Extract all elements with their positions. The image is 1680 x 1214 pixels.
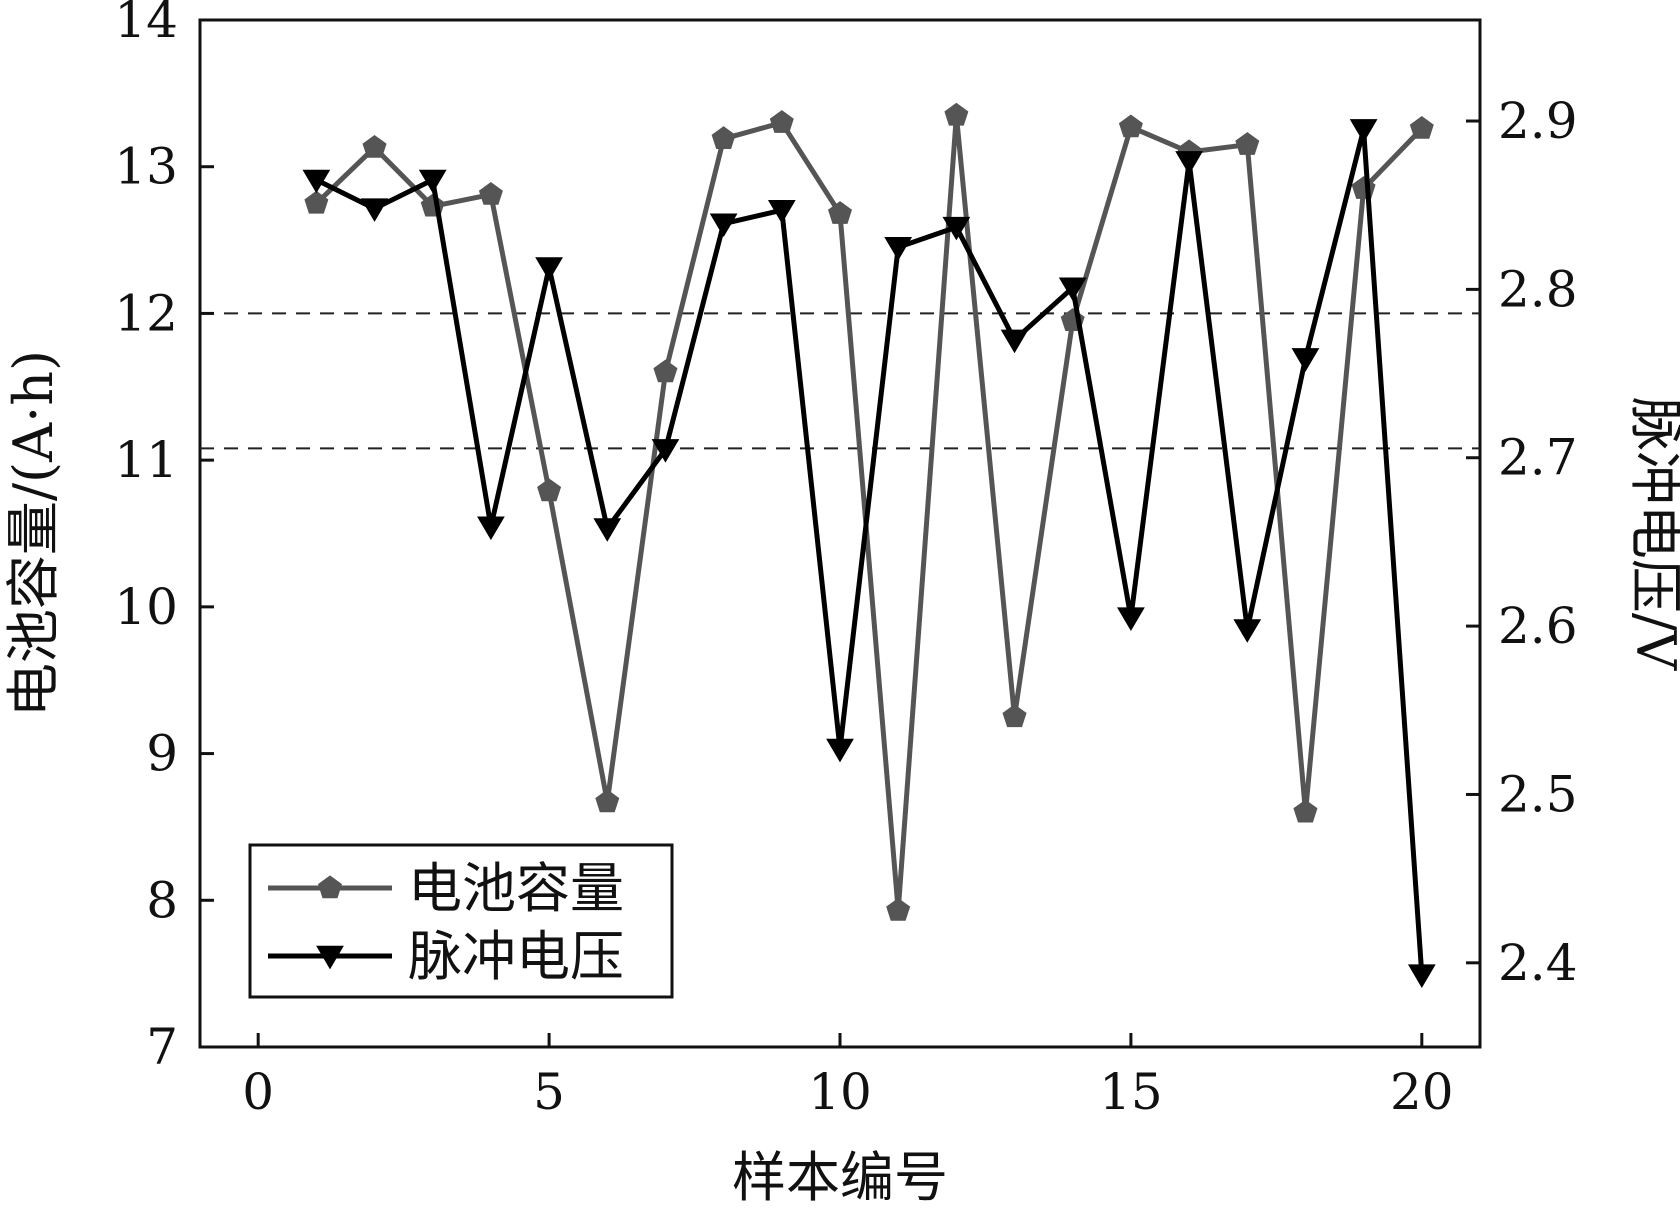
data-point [593, 518, 622, 542]
data-point [711, 126, 736, 149]
legend-marker [318, 875, 342, 899]
legend-item: 脉冲电压 [268, 925, 624, 988]
data-point [1000, 329, 1029, 354]
data-point [478, 181, 503, 205]
data-point [651, 439, 680, 463]
data-point [302, 169, 331, 194]
y-right-tick-label: 2.6 [1498, 597, 1578, 655]
data-point [1002, 704, 1027, 728]
y-left-tick-label: 14 [114, 0, 178, 49]
reference-lines [200, 312, 1480, 450]
data-point [1407, 964, 1436, 988]
data-point [1175, 151, 1203, 175]
data-point [1058, 277, 1087, 302]
data-point [535, 257, 563, 281]
data-point [826, 738, 854, 763]
data-point [828, 201, 852, 224]
data-point [653, 359, 678, 383]
series-1 [304, 102, 1434, 921]
x-tick-label: 5 [533, 1063, 565, 1121]
y-left-tick-label: 8 [146, 871, 178, 929]
data-point [767, 199, 796, 224]
series-2 [302, 119, 1436, 988]
data-point [1117, 607, 1145, 632]
data-point [886, 897, 911, 921]
data-point [1349, 119, 1378, 143]
data-point [709, 213, 738, 238]
x-axis: 0 5 10 15 20 [242, 1033, 1454, 1121]
legend-marker [316, 945, 344, 970]
data-point [1409, 115, 1434, 139]
y-right-tick-label: 2.4 [1498, 934, 1578, 992]
y-right-tick-label: 2.8 [1498, 260, 1578, 318]
data-point [418, 169, 447, 194]
data-point [769, 110, 794, 133]
y-right-tick-label: 2.7 [1498, 429, 1578, 487]
data-point [942, 216, 971, 241]
y-left-tick-label: 7 [146, 1018, 178, 1076]
x-tick-label: 20 [1390, 1063, 1454, 1121]
x-tick-label: 10 [808, 1063, 872, 1121]
data-point [1118, 114, 1143, 138]
legend-box [248, 843, 674, 999]
series-layer [302, 102, 1436, 988]
series-line [315, 126, 1425, 975]
data-point [884, 237, 913, 261]
legend-label: 脉冲电压 [408, 925, 624, 988]
y-axis-left-title: 电池容量/(A·h) [2, 350, 65, 717]
plot-area [198, 18, 1482, 1049]
y-left-tick-label: 10 [114, 578, 178, 636]
data-point [537, 478, 562, 502]
data-point [944, 102, 969, 126]
data-point [595, 789, 620, 813]
data-point [1291, 348, 1320, 372]
x-tick-label: 15 [1099, 1063, 1163, 1121]
y-axis-right: 2.4 2.5 2.6 2.7 2.8 2.9 [1466, 92, 1578, 992]
legend-item: 电池容量 [268, 857, 624, 920]
data-point [304, 190, 329, 214]
y-left-tick-label: 13 [114, 138, 178, 196]
data-point [1293, 799, 1318, 823]
y-right-tick-label: 2.5 [1498, 765, 1578, 823]
data-point [1235, 132, 1260, 155]
data-point [477, 516, 505, 541]
y-axis-right-title: 脉冲电压/V [1624, 397, 1680, 671]
x-tick-label: 0 [242, 1063, 274, 1121]
y-left-tick-label: 9 [146, 725, 178, 783]
legend-label: 电池容量 [408, 857, 624, 920]
y-left-tick-label: 12 [114, 284, 178, 342]
data-point [1233, 619, 1262, 643]
data-point [362, 134, 387, 158]
y-right-tick-label: 2.9 [1498, 92, 1578, 150]
x-axis-title: 样本编号 [732, 1146, 948, 1209]
y-axis-left: 7 8 9 10 11 12 13 14 [114, 0, 214, 1076]
y-left-tick-label: 11 [114, 431, 178, 489]
data-point [360, 198, 389, 222]
